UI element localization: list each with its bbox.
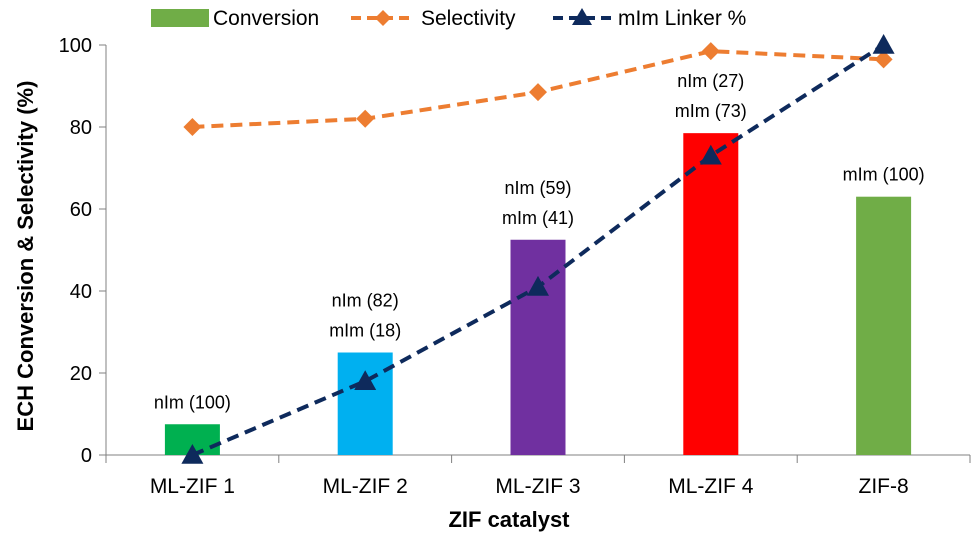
series-markers — [181, 34, 895, 464]
legend-label-selectivity: Selectivity — [421, 7, 516, 30]
y-tick-label: 20 — [70, 363, 92, 385]
legend-label-conversion: Conversion — [213, 7, 319, 30]
y-axis-title: ECH Conversion & Selectivity (%) — [13, 81, 38, 432]
bar-annotation-label: mIm (100) — [843, 165, 925, 185]
legend-marker-selectivity — [375, 10, 391, 26]
x-tick-label: ZIF-8 — [859, 475, 909, 498]
bar-ml-zif-3 — [510, 239, 566, 455]
bar-annotation-label: mIm (41) — [502, 208, 574, 228]
bar-annotation-label: nIm (100) — [154, 392, 231, 412]
bars — [164, 133, 912, 455]
bar-ml-zif-4 — [683, 133, 739, 455]
bar-ml-zif-2 — [337, 352, 393, 455]
legend: Conversion Selectivity mIm Linker % — [151, 7, 746, 30]
mim-linker-point — [354, 370, 377, 390]
y-tick-label: 40 — [70, 281, 92, 303]
mim-linker-point — [527, 275, 549, 296]
x-tick-label: ML-ZIF 3 — [495, 475, 580, 498]
mim-linker-point — [181, 444, 204, 464]
y-tick-label: 60 — [70, 199, 92, 221]
mim-linker-point — [699, 144, 722, 165]
bar-zif-8 — [856, 196, 912, 455]
x-ticks: ML-ZIF 1 ML-ZIF 2 ML-ZIF 3 ML-ZIF 4 ZIF-8 — [105, 455, 971, 498]
bar-annotation-label: nIm (59) — [504, 178, 571, 198]
y-ticks: 0 20 40 60 80 100 — [59, 35, 106, 467]
x-tick-label: ML-ZIF 2 — [323, 475, 408, 498]
x-tick-label: ML-ZIF 1 — [150, 475, 235, 498]
selectivity-point — [529, 83, 547, 102]
bar-annotations: nIm (100) nIm (82) mIm (18) nIm (59) mIm (41… — [154, 71, 925, 412]
legend-swatch-conversion — [151, 9, 209, 27]
selectivity-point — [356, 109, 375, 128]
selectivity-point — [874, 50, 893, 69]
y-tick-label: 0 — [81, 445, 92, 467]
bar-annotation-label: mIm (73) — [675, 101, 747, 121]
legend-marker-mim-linker — [572, 8, 592, 25]
bar-annotation-label: nIm (82) — [332, 291, 399, 311]
y-tick-label: 80 — [70, 117, 92, 139]
x-axis-title: ZIF catalyst — [448, 507, 570, 532]
mim-linker-point — [872, 34, 895, 54]
bar-annotation-label: mIm (18) — [329, 321, 401, 341]
legend-label-mim-linker: mIm Linker % — [618, 7, 746, 30]
y-tick-label: 100 — [59, 35, 92, 57]
selectivity-point — [701, 42, 720, 61]
bar-annotation-label: nIm (27) — [677, 71, 744, 91]
selectivity-point — [183, 118, 202, 136]
x-tick-label: ML-ZIF 4 — [668, 475, 753, 498]
